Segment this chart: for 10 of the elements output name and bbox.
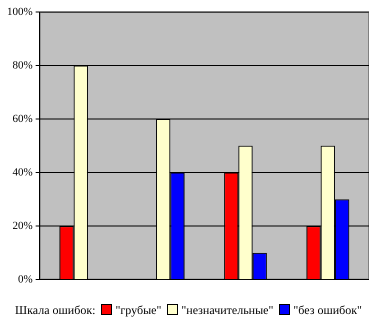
- legend-label: "без ошибок": [293, 303, 362, 317]
- legend-title: Шкала ошибок:: [15, 303, 96, 317]
- y-tick-label: 0%: [18, 273, 33, 286]
- legend-label: "грубые": [115, 303, 162, 317]
- y-tick-label: 80%: [12, 59, 33, 72]
- y-tick-label: 20%: [12, 220, 33, 232]
- y-tick-label: 40%: [12, 166, 33, 178]
- y-tick-label: 100%: [6, 6, 33, 18]
- legend-label: "незначительные": [181, 303, 274, 317]
- y-tick-label: 60%: [12, 112, 33, 125]
